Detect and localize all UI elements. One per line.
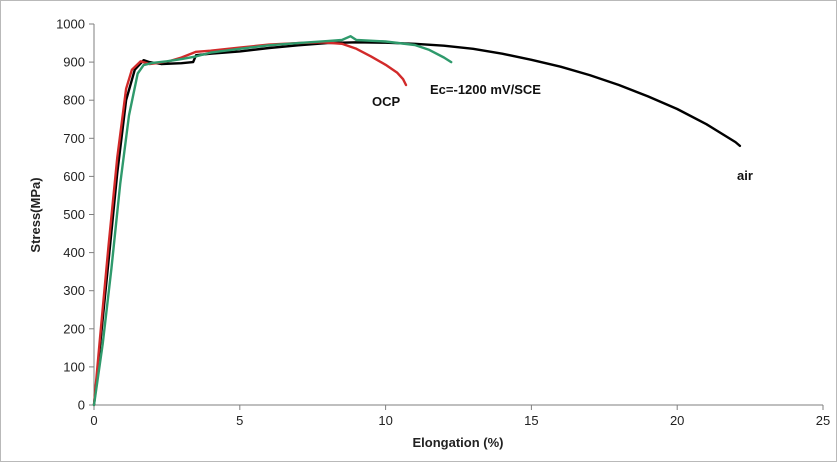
x-tick-label: 25 bbox=[816, 413, 830, 428]
annotation-ocp: OCP bbox=[372, 94, 401, 109]
y-tick-label: 800 bbox=[63, 93, 85, 108]
x-axis-label: Elongation (%) bbox=[413, 435, 504, 450]
x-tick-label: 15 bbox=[524, 413, 538, 428]
series-line-ec-1200-mv-sce bbox=[92, 35, 453, 407]
y-tick-label: 600 bbox=[63, 169, 85, 184]
annotation-layer: OCP Ec=-1200 mV/SCE air bbox=[372, 82, 753, 183]
series-line-air bbox=[92, 41, 742, 407]
y-tick-label: 900 bbox=[63, 55, 85, 70]
series-line-ocp bbox=[92, 41, 408, 407]
y-tick-label: 700 bbox=[63, 131, 85, 146]
x-tick-label: 10 bbox=[378, 413, 392, 428]
series-layer bbox=[92, 35, 742, 407]
y-tick-label: 1000 bbox=[56, 17, 85, 32]
y-tick-label: 300 bbox=[63, 283, 85, 298]
x-tick-label: 20 bbox=[670, 413, 684, 428]
annotation-ec: Ec=-1200 mV/SCE bbox=[430, 82, 541, 97]
annotation-air: air bbox=[737, 168, 753, 183]
y-tick-label: 400 bbox=[63, 245, 85, 260]
axes: 0 100 200 300 400 500 600 700 800 900 1000 0 5 10 15 20… bbox=[56, 17, 830, 429]
y-tick-label: 0 bbox=[78, 398, 85, 413]
x-tick-label: 5 bbox=[236, 413, 243, 428]
y-tick-label: 200 bbox=[63, 321, 85, 336]
x-tick-label: 0 bbox=[90, 413, 97, 428]
y-axis-label: Stress(MPa) bbox=[28, 177, 43, 252]
y-tick-label: 100 bbox=[63, 359, 85, 374]
y-tick-label: 500 bbox=[63, 207, 85, 222]
